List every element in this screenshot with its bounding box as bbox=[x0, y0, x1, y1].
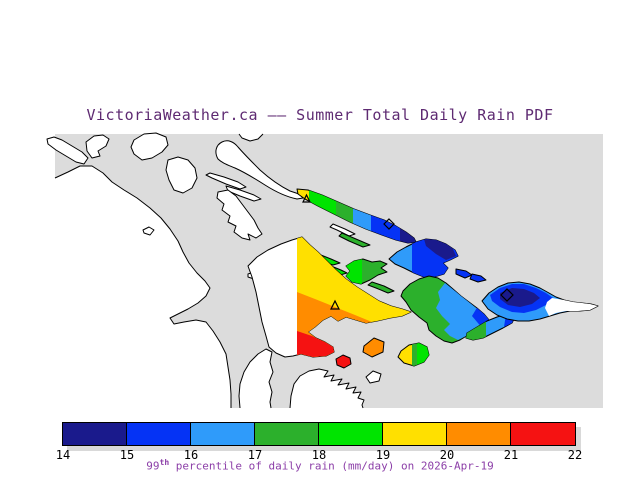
station-diamond-marker-galiano bbox=[383, 218, 395, 230]
plot-title: VictoriaWeather.ca —— Summer Total Daily… bbox=[86, 106, 554, 124]
colorbar-segment-20-21 bbox=[447, 423, 511, 445]
mainland-west bbox=[54, 165, 232, 408]
green-sliver bbox=[338, 232, 371, 248]
colorbar-tick-20: 20 bbox=[439, 448, 455, 462]
colorbar-tick-14: 14 bbox=[55, 448, 71, 462]
colorbar-segment-19-20 bbox=[383, 423, 447, 445]
large-green-island bbox=[400, 275, 490, 344]
colorbar-tick-18: 18 bbox=[311, 448, 327, 462]
blue-islet-1 bbox=[455, 268, 473, 279]
orange-parallelogram-islet bbox=[362, 337, 385, 358]
colorbar-tick-16: 16 bbox=[183, 448, 199, 462]
caption-text: percentile of daily rain (mm/day) on 202… bbox=[169, 459, 494, 473]
colorbar-caption: 99th percentile of daily rain (mm/day) o… bbox=[0, 458, 640, 473]
colorbar-segment-14-15 bbox=[63, 423, 127, 445]
top-edge-islet bbox=[238, 133, 264, 142]
islet-east-of-peninsula bbox=[365, 370, 382, 384]
station-triangle-marker-central bbox=[330, 299, 340, 310]
station-diamond-marker-east bbox=[500, 288, 514, 302]
far-east-island bbox=[481, 281, 599, 322]
thetis-like-islet bbox=[130, 132, 169, 161]
south-peninsula bbox=[289, 368, 365, 409]
spiky-white-island bbox=[216, 189, 263, 241]
caption-superscript: th bbox=[159, 458, 170, 467]
colorbar-segment-21-22 bbox=[511, 423, 575, 445]
colorbar-tick-17: 17 bbox=[247, 448, 263, 462]
colorbar bbox=[62, 422, 576, 446]
colorbar-segment-15-16 bbox=[127, 423, 191, 445]
blue-islet-2 bbox=[469, 273, 487, 283]
colorbar-segment-17-18 bbox=[255, 423, 319, 445]
spiky-central-island bbox=[345, 258, 395, 294]
colorbar-tick-21: 21 bbox=[503, 448, 519, 462]
caption-value: 99 bbox=[146, 459, 160, 473]
white-sliver-1 bbox=[205, 172, 247, 190]
northwest-spit bbox=[46, 136, 89, 165]
colorbar-tick-19: 19 bbox=[375, 448, 391, 462]
colorbar-tick-22: 22 bbox=[567, 448, 583, 462]
hook-islet bbox=[85, 134, 110, 159]
colorbar-tick-15: 15 bbox=[119, 448, 135, 462]
small-red-islet bbox=[335, 354, 352, 369]
station-triangle-marker-nw bbox=[302, 193, 311, 203]
mainland-coastline bbox=[54, 165, 232, 408]
tiny-islet-a bbox=[142, 226, 155, 236]
inlet-east-land bbox=[238, 348, 274, 409]
colorbar-segment-18-19 bbox=[319, 423, 383, 445]
long-white-island bbox=[215, 140, 304, 200]
penelakut-like-islet bbox=[165, 156, 198, 194]
colorbar-segment-16-17 bbox=[191, 423, 255, 445]
